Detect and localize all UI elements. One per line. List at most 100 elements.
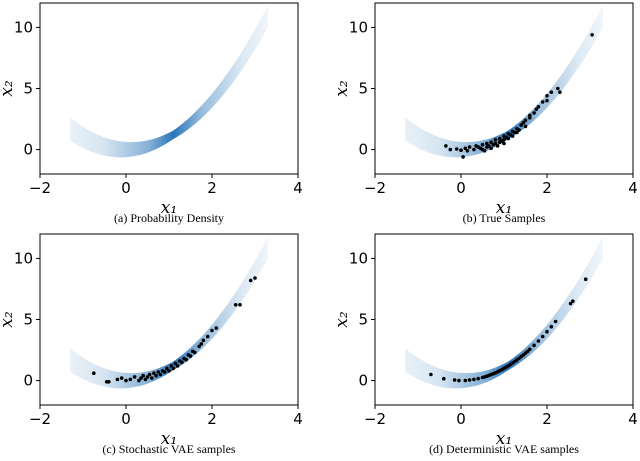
sample-point — [495, 144, 500, 148]
sample-point — [515, 130, 519, 135]
sample-point — [137, 378, 141, 383]
sample-point — [465, 149, 470, 153]
sample-point — [119, 376, 124, 380]
sample-point — [124, 378, 128, 383]
x-axis-label: x₁ — [161, 198, 177, 218]
sample-point — [506, 136, 511, 141]
x-tick-label: 2 — [542, 179, 552, 197]
x-tick-label: 4 — [628, 410, 638, 428]
x-tick-label: 0 — [121, 179, 131, 197]
sample-point — [169, 364, 173, 368]
sample-point — [184, 358, 188, 362]
sample-point — [521, 120, 526, 125]
sample-point — [493, 138, 498, 142]
sample-point — [523, 118, 528, 123]
subplot-caption: (d) Deterministic VAE samples — [429, 442, 579, 456]
sample-point — [452, 378, 457, 382]
sample-point — [472, 147, 476, 152]
sample-point — [188, 354, 193, 358]
sample-point — [519, 123, 523, 127]
y-tick-label: 0 — [358, 372, 368, 390]
sample-point — [528, 113, 532, 118]
sample-point — [472, 377, 476, 382]
sample-point — [143, 377, 148, 382]
sample-point — [536, 105, 541, 109]
subplot-caption: (c) Stochastic VAE samples — [102, 442, 236, 456]
subplot-d: −2 0 2 4 0 5 10 x₁ x₂ (d) Deterministic VAE sampl… — [332, 233, 638, 456]
sample-point — [502, 138, 506, 142]
density-band — [405, 236, 603, 389]
sample-point — [128, 377, 133, 382]
sample-point — [590, 33, 594, 37]
x-tick-label: −2 — [364, 410, 386, 428]
sample-point — [553, 319, 558, 324]
y-tick-label: 0 — [358, 141, 368, 159]
x-tick-label: 0 — [121, 410, 131, 428]
sample-point — [152, 371, 156, 376]
sample-point — [467, 378, 472, 382]
sample-point — [545, 329, 549, 334]
sample-point — [489, 140, 493, 144]
sample-point — [107, 380, 111, 384]
sample-point — [487, 144, 491, 148]
sample-point — [444, 144, 448, 148]
y-tick-label: 10 — [14, 18, 33, 36]
sample-point — [493, 141, 498, 146]
sample-point — [467, 145, 472, 149]
y-tick-label: 0 — [23, 372, 33, 390]
sample-point — [454, 147, 459, 151]
y-axis-label: x₂ — [332, 80, 352, 97]
sample-point — [171, 366, 176, 371]
density-band — [70, 236, 268, 389]
sample-point — [583, 277, 588, 282]
sample-point — [429, 372, 433, 377]
sample-point — [199, 342, 204, 346]
x-tick-label: −2 — [29, 410, 51, 428]
sample-point — [532, 343, 536, 348]
y-axis-label: x₂ — [0, 80, 17, 97]
x-tick-label: 0 — [456, 410, 466, 428]
y-tick-label: 10 — [349, 18, 368, 36]
sample-point — [145, 375, 150, 379]
sample-point — [549, 90, 554, 94]
sample-point — [536, 339, 541, 343]
sample-point — [173, 361, 178, 366]
sample-point — [502, 141, 506, 146]
sample-point — [517, 128, 521, 132]
sample-point — [482, 149, 487, 153]
subplot-caption: (b) True Samples — [463, 211, 546, 225]
sample-point — [510, 134, 515, 138]
sample-point — [197, 344, 201, 349]
y-tick-label: 10 — [14, 249, 33, 267]
sample-point — [476, 376, 481, 381]
sample-point — [210, 328, 214, 333]
x-tick-label: 2 — [207, 179, 217, 197]
x-tick-label: 2 — [207, 410, 217, 428]
sample-point — [193, 350, 197, 355]
x-tick-label: −2 — [29, 179, 51, 197]
x-axis-label: x₁ — [496, 198, 512, 218]
y-tick-label: 5 — [23, 311, 33, 329]
sample-point — [534, 107, 539, 112]
sample-point — [92, 371, 96, 376]
density-band — [405, 5, 603, 158]
x-tick-label: 4 — [628, 179, 638, 197]
sample-point — [201, 338, 206, 343]
subplot-b: −2 0 2 4 0 5 10 x₁ x₂ (b) True Samples — [332, 2, 638, 225]
sample-point — [532, 111, 536, 115]
sample-point — [540, 334, 545, 339]
sample-point — [540, 100, 545, 104]
sample-point — [545, 94, 549, 98]
subplot-caption: (a) Probability Density — [114, 211, 224, 225]
x-tick-label: 4 — [293, 179, 303, 197]
sample-point — [497, 136, 502, 141]
sample-point — [162, 370, 167, 374]
sample-point — [461, 155, 465, 159]
subplot-a: −2 0 2 4 0 5 10 x₁ x₂ (a) Probability Density — [0, 2, 303, 225]
sample-point — [485, 141, 489, 146]
sample-point — [545, 98, 549, 103]
sample-point — [141, 373, 145, 378]
sample-point — [165, 366, 169, 371]
sample-point — [463, 146, 468, 151]
